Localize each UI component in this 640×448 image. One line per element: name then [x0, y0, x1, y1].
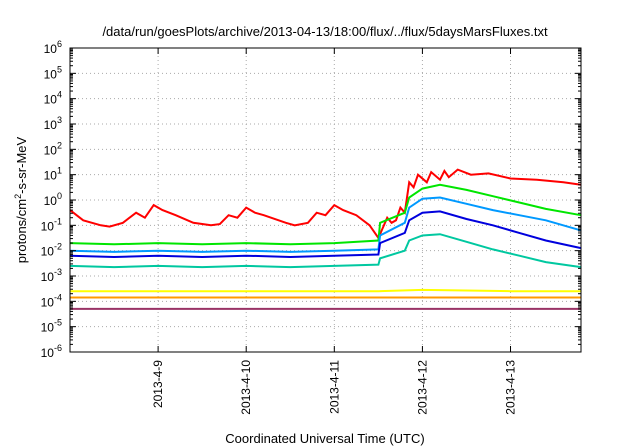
chart-title: /data/run/goesPlots/archive/2013-04-13/1… [102, 24, 548, 39]
plot-area [69, 168, 582, 310]
y-tick-label: 10-5 [41, 318, 62, 335]
series-line-6 [70, 288, 581, 293]
grid [70, 48, 581, 352]
y-tick-label: 102 [44, 140, 62, 157]
series-line-1 [69, 168, 582, 241]
x-tick-label: 2013-4-13 [504, 360, 518, 415]
y-tick-label: 104 [44, 90, 62, 107]
y-tick-label: 106 [44, 39, 62, 56]
series-line-3 [69, 196, 582, 253]
y-tick-label: 10-3 [41, 267, 62, 284]
series-line-4 [69, 210, 582, 259]
x-tick-label: 2013-4-9 [151, 360, 165, 408]
x-axis: 2013-4-9 2013-4-10 2013-4-11 2013-4-12 2013-… [151, 48, 518, 415]
x-tick-label: 2013-4-11 [327, 360, 341, 414]
y-tick-label: 10-1 [41, 216, 62, 233]
y-tick-label: 10-4 [41, 292, 62, 309]
y-axis-label: protons/cm2-s-sr-MeV [13, 136, 29, 263]
x-tick-label: 2013-4-12 [415, 360, 429, 415]
y-tick-label: 103 [44, 115, 62, 132]
y-tick-label: 10-6 [41, 343, 62, 360]
y-tick-label: 101 [44, 166, 62, 183]
series-line-2 [69, 183, 582, 246]
y-tick-label: 105 [44, 64, 62, 81]
x-axis-label: Coordinated Universal Time (UTC) [225, 431, 424, 446]
series-line-5 [69, 233, 582, 269]
y-tick-label: 10-2 [41, 242, 62, 259]
y-tick-label: 100 [44, 191, 62, 208]
y-axis: 106 105 104 103 102 101 100 10-1 10-2 10-3 10-4 10-… [41, 39, 581, 360]
x-tick-label: 2013-4-10 [239, 360, 253, 415]
